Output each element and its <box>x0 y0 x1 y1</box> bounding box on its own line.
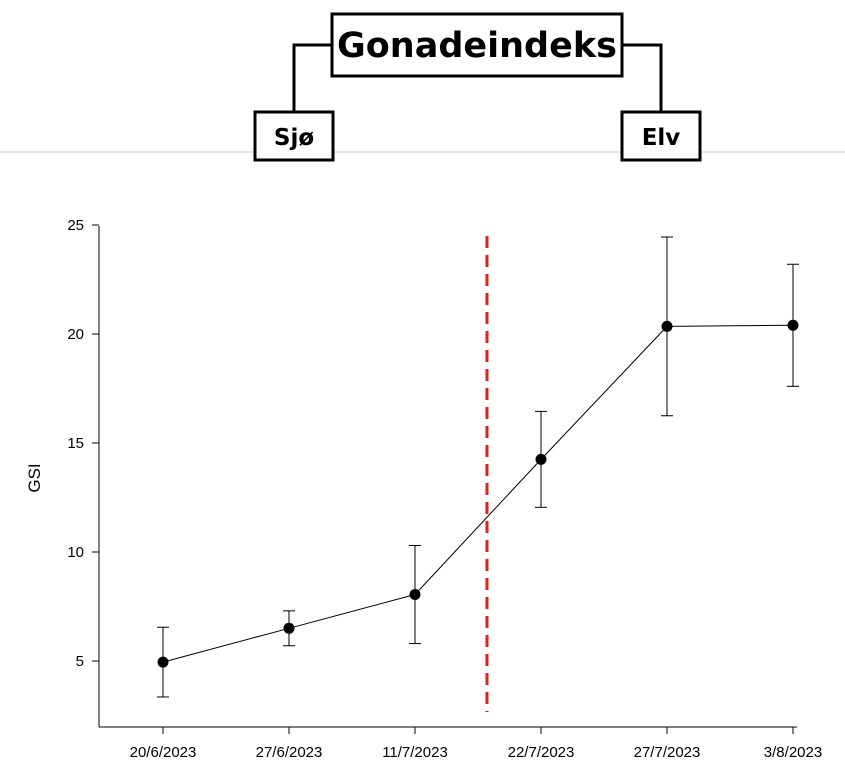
connector-right <box>622 43 663 112</box>
connector-left <box>255 43 332 114</box>
x-tick-label: 11/7/2023 <box>382 744 448 761</box>
elv-label: Elv <box>642 125 681 151</box>
x-tick-label: 27/7/2023 <box>634 744 701 761</box>
error-bars <box>157 236 799 698</box>
y-tick-label: 25 <box>67 217 84 234</box>
series-segment <box>540 326 668 460</box>
series-segment <box>414 459 542 595</box>
data-point <box>535 453 547 465</box>
y-axis-label: GSI <box>25 463 44 492</box>
sjo-box <box>253 110 335 162</box>
x-tick-label: 3/8/2023 <box>764 744 822 761</box>
sjo-label: Sjø <box>274 125 314 151</box>
data-point <box>787 319 799 331</box>
data-points <box>157 319 799 668</box>
x-tick-label: 27/6/2023 <box>256 744 323 761</box>
data-point <box>157 656 169 668</box>
data-point <box>661 320 673 332</box>
y-tick-label: 5 <box>76 653 84 670</box>
series-segment <box>666 324 794 327</box>
elv-box <box>620 110 702 162</box>
y-tick-label: 10 <box>67 544 84 561</box>
x-tick-label: 22/7/2023 <box>508 744 575 761</box>
y-ticks: 5 10 15 20 25 <box>67 217 99 670</box>
y-tick-label: 20 <box>67 326 84 343</box>
x-tick-label: 20/6/2023 <box>130 744 197 761</box>
data-point <box>409 589 421 601</box>
plot: GSI 5 10 15 20 25 20/6/2023 27/6/2023 11/7/202… <box>25 217 822 761</box>
x-ticks: 20/6/2023 27/6/2023 11/7/2023 22/7/2023 27/7… <box>130 727 822 761</box>
series-line <box>162 324 794 663</box>
header-diagram: Gonadeindeks Sjø Elv <box>0 12 845 162</box>
data-point <box>283 622 295 634</box>
diagram-title: Gonadeindeks <box>337 26 617 66</box>
series-segment <box>162 627 290 663</box>
series-segment <box>288 594 416 629</box>
title-box <box>330 12 624 78</box>
y-tick-label: 15 <box>67 435 84 452</box>
